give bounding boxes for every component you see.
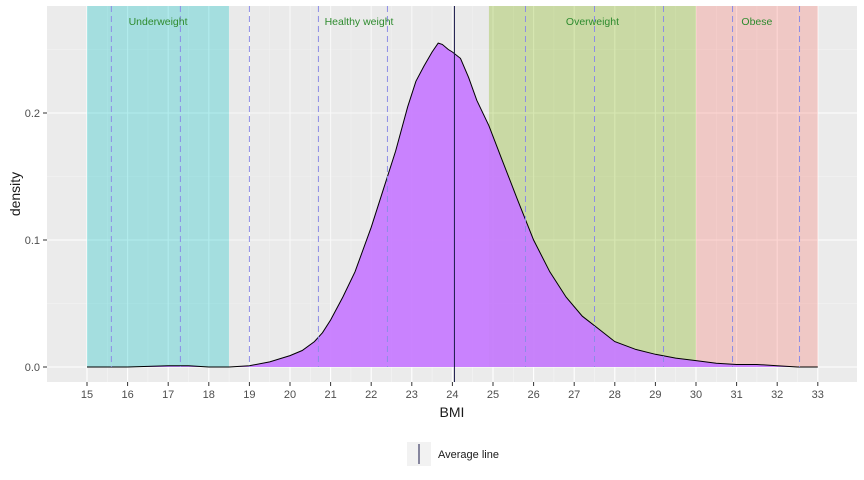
band-labels: Underweight Healthy weight Overweight Obese xyxy=(129,16,773,28)
band-underweight xyxy=(87,6,230,367)
y-axis: 0.0 0.1 0.2 xyxy=(25,108,47,374)
x-tick-label: 25 xyxy=(487,389,499,401)
x-tick-label: 23 xyxy=(406,389,418,401)
legend-label: Average line xyxy=(438,449,499,461)
y-tick-label: 0.1 xyxy=(25,235,40,247)
x-tick-label: 28 xyxy=(609,389,621,401)
x-tick-label: 26 xyxy=(527,389,539,401)
dashed-reference-lines xyxy=(110,6,801,367)
band-label: Underweight xyxy=(129,16,188,28)
x-tick-label: 30 xyxy=(690,389,702,401)
x-tick-label: 24 xyxy=(446,389,458,401)
y-tick-label: 0.0 xyxy=(25,362,40,374)
x-tick-label: 27 xyxy=(568,389,580,401)
x-tick-label: 31 xyxy=(730,389,742,401)
x-axis: 15 16 17 18 19 20 21 22 23 24 25 26 27 28 29 30 31 32 33 xyxy=(81,382,824,401)
x-tick-label: 17 xyxy=(162,389,174,401)
y-axis-title: density xyxy=(7,172,23,216)
x-tick-label: 19 xyxy=(243,389,255,401)
x-tick-label: 22 xyxy=(365,389,377,401)
x-axis-title: BMI xyxy=(440,404,465,420)
band-label: Overweight xyxy=(566,16,619,28)
x-tick-label: 16 xyxy=(121,389,133,401)
x-tick-label: 18 xyxy=(203,389,215,401)
y-tick-label: 0.2 xyxy=(25,108,40,120)
density-area xyxy=(87,42,818,368)
x-tick-label: 15 xyxy=(81,389,93,401)
band-label: Healthy weight xyxy=(325,16,394,28)
legend: Average line xyxy=(407,442,499,466)
band-obese xyxy=(696,6,818,367)
density-outline xyxy=(87,42,818,368)
x-tick-label: 29 xyxy=(649,389,661,401)
band-label: Obese xyxy=(741,16,772,28)
x-tick-label: 21 xyxy=(324,389,336,401)
bmi-category-bands xyxy=(87,6,818,367)
x-tick-label: 32 xyxy=(771,389,783,401)
density-fill xyxy=(87,43,818,367)
x-tick-label: 33 xyxy=(812,389,824,401)
x-tick-label: 20 xyxy=(284,389,296,401)
